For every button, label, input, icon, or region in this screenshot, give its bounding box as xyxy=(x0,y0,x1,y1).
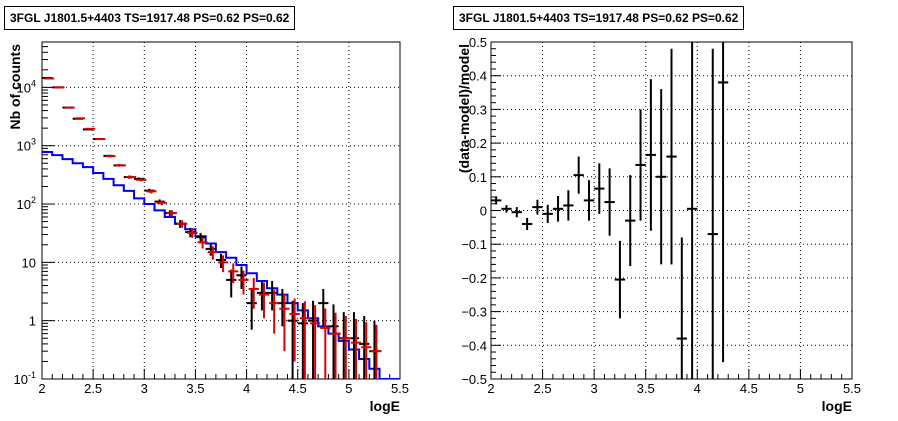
y-tick-label: 10 xyxy=(22,255,36,270)
x-axis-label: logE xyxy=(822,398,852,414)
x-tick-label: 4 xyxy=(694,381,701,396)
y-tick-label: 0.2 xyxy=(469,136,487,151)
y-tick-label: 0.3 xyxy=(469,102,487,117)
y-tick-label: 0.5 xyxy=(469,35,487,50)
x-tick-label: 2 xyxy=(38,381,45,396)
y-axis-label: Nb of counts xyxy=(7,44,23,130)
y-tick-label: 0.4 xyxy=(469,69,487,84)
x-tick-label: 5.5 xyxy=(843,381,861,396)
y-tick-label: −0.4 xyxy=(461,338,487,353)
left-panel-title: 3FGL J1801.5+4403 TS=1917.48 PS=0.62 PS=… xyxy=(4,6,296,30)
y-tick-label: 102 xyxy=(17,195,36,212)
y-tick-label: −0.5 xyxy=(461,372,487,387)
y-tick-label: 10-1 xyxy=(14,370,36,387)
x-tick-label: 5 xyxy=(345,381,352,396)
series-layer xyxy=(491,42,729,379)
x-tick-label: 4.5 xyxy=(740,381,758,396)
plot-frame xyxy=(41,41,401,380)
y-tick-label: 0 xyxy=(480,204,487,219)
y-tick-label: −0.2 xyxy=(461,271,487,286)
y-tick-label: 104 xyxy=(17,78,36,95)
series-layer xyxy=(42,76,400,379)
x-tick-label: 3 xyxy=(591,381,598,396)
y-tick-label: −0.1 xyxy=(461,237,487,252)
y-axis-label: (data-model)/model xyxy=(456,44,472,173)
x-tick-label: 3.5 xyxy=(637,381,655,396)
x-tick-label: 2.5 xyxy=(84,381,102,396)
x-axis-label: logE xyxy=(370,398,400,414)
x-tick-label: 3.5 xyxy=(186,381,204,396)
y-tick-label: 1 xyxy=(29,314,36,329)
x-tick-label: 2.5 xyxy=(534,381,552,396)
y-tick-label: 103 xyxy=(17,137,36,154)
x-tick-label: 4.5 xyxy=(289,381,307,396)
x-tick-label: 4 xyxy=(243,381,250,396)
x-tick-label: 5.5 xyxy=(391,381,409,396)
y-tick-label: −0.3 xyxy=(461,305,487,320)
y-tick-label: 0.1 xyxy=(469,170,487,185)
x-tick-label: 2 xyxy=(487,381,494,396)
right-panel-title: 3FGL J1801.5+4403 TS=1917.48 PS=0.62 PS=… xyxy=(453,6,745,30)
x-tick-label: 5 xyxy=(797,381,804,396)
residuals-panel: 2 2.5 3 3.5 4 4.5 5 5.5 logE −0.5 −0.4 −0.3 −0.2 −0.1… xyxy=(456,35,861,414)
x-tick-label: 3 xyxy=(141,381,148,396)
